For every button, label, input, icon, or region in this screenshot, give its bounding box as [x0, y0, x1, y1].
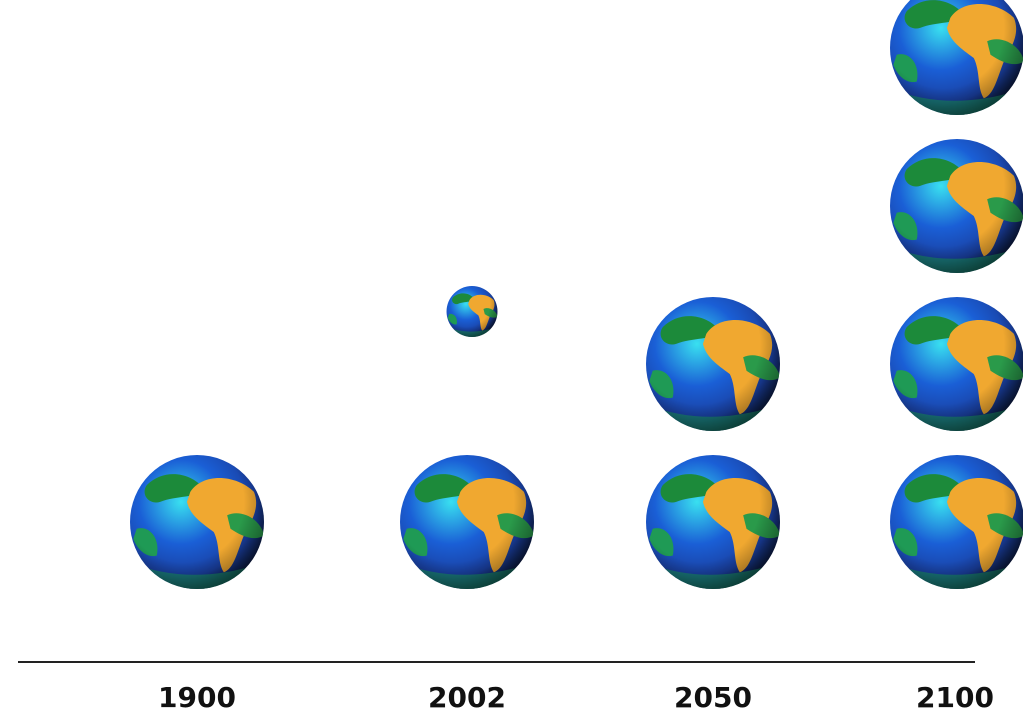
globe-shade	[400, 455, 534, 589]
x-tick-label: 2050	[674, 681, 752, 714]
x-tick-label: 2100	[916, 681, 994, 714]
globe-shade	[446, 286, 498, 337]
globe	[646, 297, 780, 431]
globe-shade	[890, 297, 1023, 431]
globe	[890, 297, 1023, 431]
globe	[130, 455, 264, 589]
globe	[890, 455, 1023, 589]
globe	[646, 455, 780, 589]
globe	[400, 455, 534, 589]
globe-shade	[646, 297, 780, 431]
globe	[446, 286, 498, 337]
globe-shade	[890, 455, 1023, 589]
x-tick-label: 2002	[428, 681, 506, 714]
globe-shade	[130, 455, 264, 589]
globe-shade	[890, 139, 1023, 273]
globe	[890, 139, 1023, 273]
globe-shade	[646, 455, 780, 589]
x-tick-label: 1900	[158, 681, 236, 714]
globe	[890, 0, 1023, 115]
globe-shade	[890, 0, 1023, 115]
